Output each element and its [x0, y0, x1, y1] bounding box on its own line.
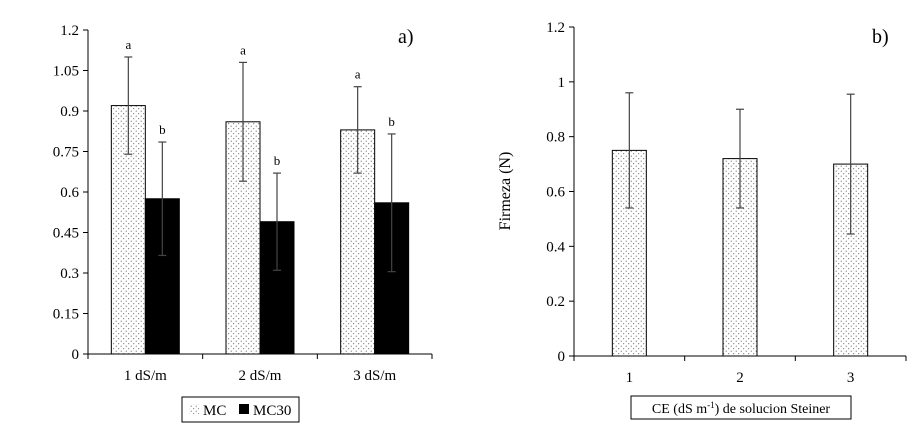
significance-letter: a [355, 67, 361, 82]
legend-label-mc: MC [203, 403, 226, 419]
y-tick-label: 0.9 [60, 104, 79, 120]
panel-a-legend: MC MC30 [181, 396, 300, 423]
panel-b-chart: b) Firmeza (N) 0 0.2 0.4 0.6 0.8 1 1.2 1 2 3 CE … [497, 20, 907, 420]
x-axis-title-frame [630, 395, 852, 420]
panel-b-label: b) [872, 26, 889, 48]
y-tick-label: 0.2 [546, 294, 565, 310]
y-tick-label: 0.45 [53, 226, 79, 242]
y-tick-label: 1.05 [53, 64, 79, 80]
y-tick-label: 0 [558, 349, 566, 365]
y-tick-label: 0.3 [60, 266, 79, 282]
panel-b-y-axis: 0 0.2 0.4 0.6 0.8 1 1.2 [546, 20, 575, 365]
panel-b-x-axis-title: CE (dS m-1) de solucion Steiner [630, 395, 852, 420]
panel-a-y-axis: 0 0.15 0.3 0.45 0.6 0.75 0.9 1.05 1.2 [53, 23, 89, 363]
x-tick-label: 2 dS/m [239, 368, 282, 384]
x-tick-label: 2 [736, 370, 744, 386]
panel-b-y-axis-label: Firmeza (N) [497, 152, 514, 231]
x-tick-label: 1 dS/m [124, 368, 167, 384]
significance-letter: a [240, 42, 246, 57]
panel-a-bars: a b a b a b [110, 37, 410, 355]
significance-letter: b [274, 153, 281, 168]
y-tick-label: 0.6 [546, 185, 565, 201]
panel-a-label: a) [398, 26, 414, 48]
x-axis-title: CE (dS m-1) de solucion Steiner [652, 400, 831, 417]
x-tick-label: 1 [626, 370, 634, 386]
y-tick-label: 1 [558, 75, 566, 91]
y-tick-label: 0.6 [60, 185, 79, 201]
panel-b-x-axis: 1 2 3 [573, 355, 907, 386]
x-tick-label: 3 [847, 370, 855, 386]
legend-swatch-mc [189, 404, 199, 414]
legend-label-mc30: MC30 [253, 403, 291, 419]
y-tick-label: 0.4 [546, 239, 565, 255]
legend-swatch-mc30 [239, 404, 249, 414]
significance-letter: b [388, 114, 395, 129]
panel-b-bars [611, 92, 869, 357]
y-tick-label: 0 [72, 347, 80, 363]
y-tick-label: 0.8 [546, 130, 565, 146]
significance-letter: b [159, 122, 166, 137]
x-tick-label: 3 dS/m [353, 368, 396, 384]
y-tick-label: 0.15 [53, 307, 79, 323]
y-tick-label: 1.2 [60, 23, 79, 39]
panel-a-chart: a) 0 0.15 0.3 0.45 0.6 0.75 0.9 1.05 1.2 1 dS/m 2… [53, 23, 433, 423]
y-tick-label: 1.2 [546, 20, 565, 36]
significance-letter: a [125, 37, 131, 52]
y-tick-label: 0.75 [53, 145, 79, 161]
panel-a-x-axis: 1 dS/m 2 dS/m 3 dS/m [87, 353, 433, 384]
